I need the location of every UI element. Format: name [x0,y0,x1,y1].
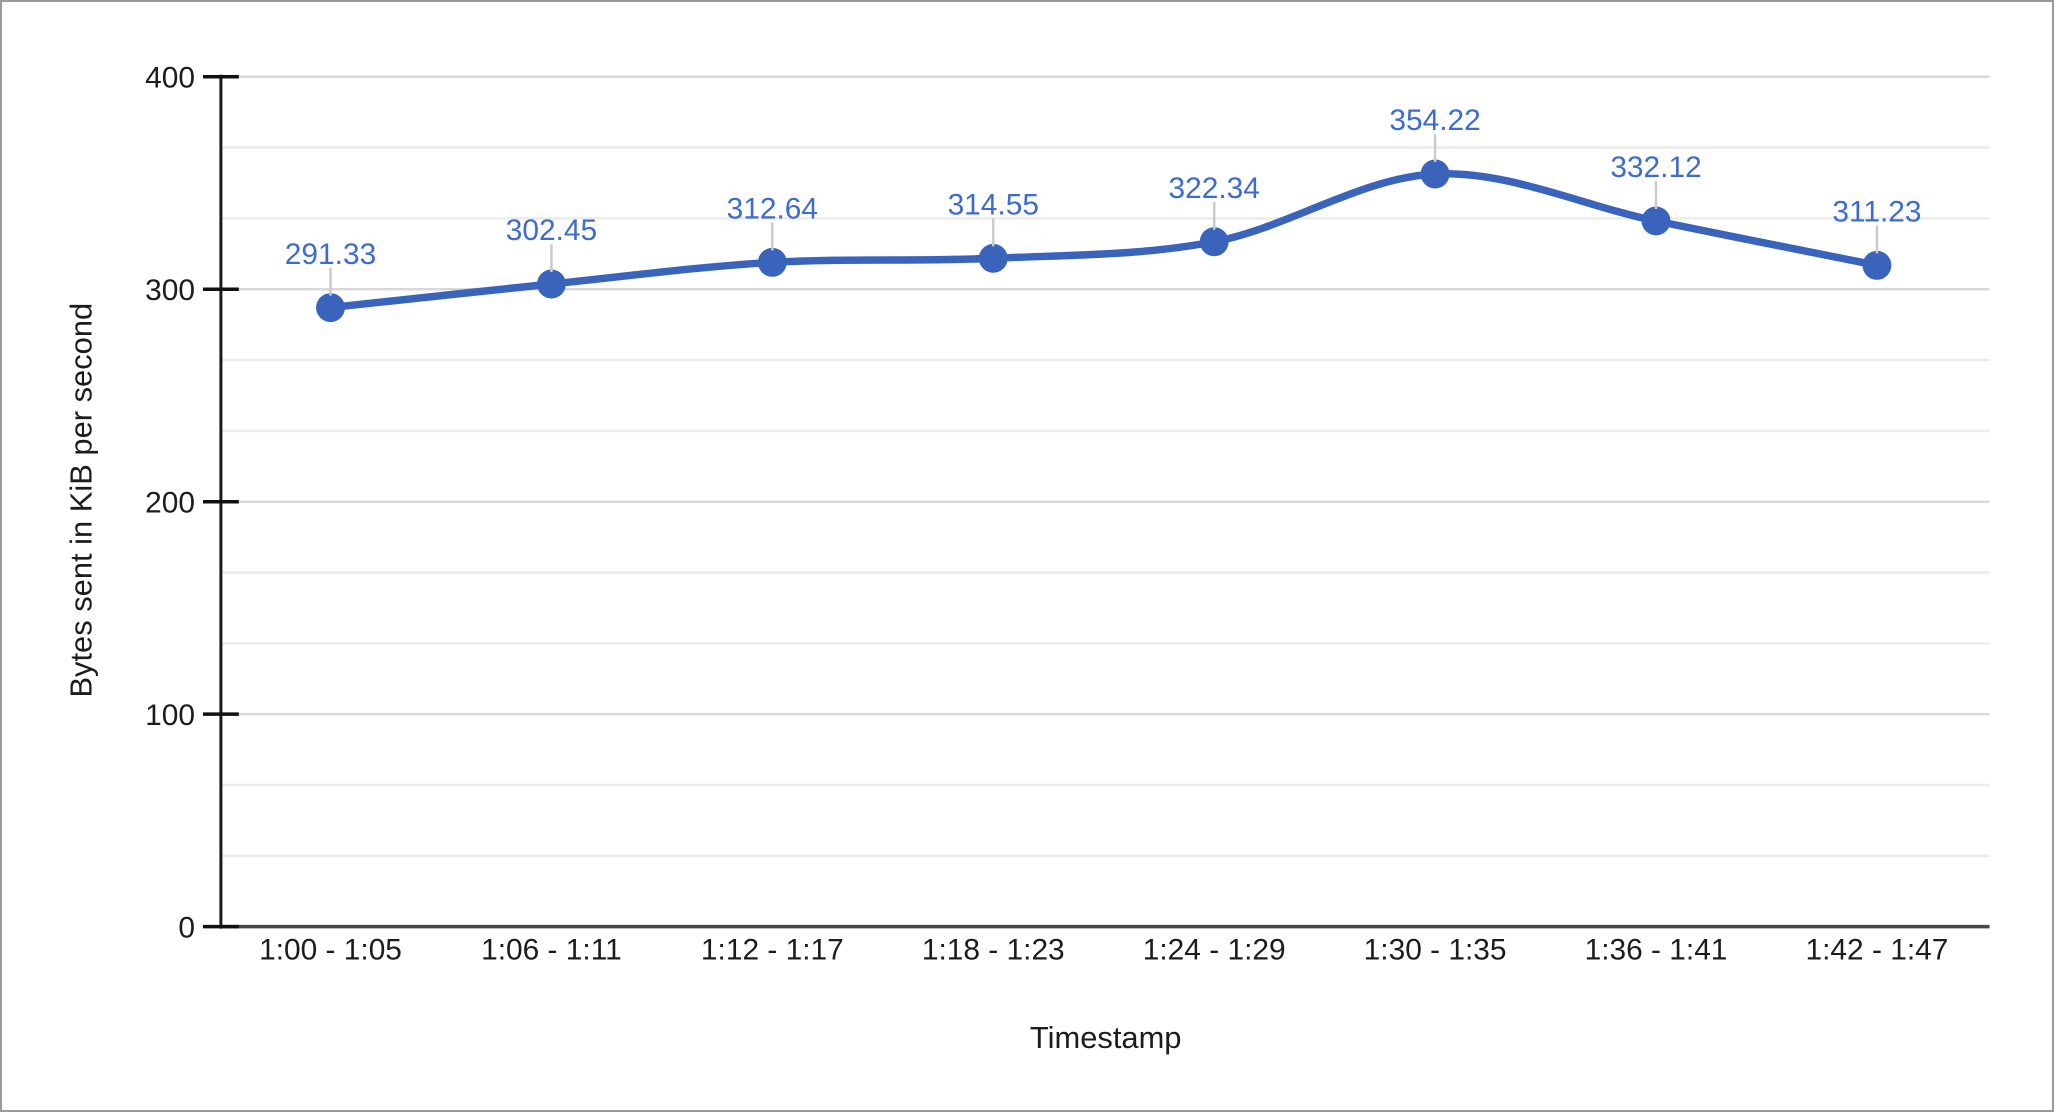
x-axis-title: Timestamp [1030,1020,1182,1055]
x-tick-label: 1:42 - 1:47 [1806,934,1949,967]
point-value-label: 312.64 [727,193,818,226]
data-point[interactable] [1199,227,1229,257]
series-line [326,170,1881,312]
y-tick-label: 100 [145,699,195,732]
series-group [316,159,1892,323]
y-tick-label: 200 [145,487,195,520]
point-value-label: 332.12 [1610,151,1701,184]
point-value-label: 322.34 [1168,172,1259,205]
x-tick-label: 1:12 - 1:17 [701,934,844,967]
y-tick-label: 400 [145,62,195,95]
data-point[interactable] [1641,206,1671,236]
x-tick-label: 1:00 - 1:05 [259,934,402,967]
x-tick-label: 1:30 - 1:35 [1364,934,1507,967]
y-tick-label: 0 [178,912,195,945]
tick-labels-group: 0 100 200 300 400 1:00 - 1:05 1:06 - 1:11 1:12 … [145,62,1948,967]
data-point[interactable] [536,269,566,299]
annotations-group: 291.33 302.45 312.64 314.55 322.34 354.22 332.… [285,104,1922,296]
data-point[interactable] [757,247,787,277]
x-tick-label: 1:18 - 1:23 [922,934,1065,967]
data-point[interactable] [1420,159,1450,189]
x-tick-label: 1:06 - 1:11 [481,934,622,967]
point-value-label: 311.23 [1832,196,1921,229]
x-tick-label: 1:24 - 1:29 [1143,934,1286,967]
y-axis-title: Bytes sent in KiB per second [63,303,98,698]
axes-group [202,74,1990,929]
y-tick-label: 300 [145,274,195,307]
point-value-label: 291.33 [285,238,376,271]
data-point[interactable] [978,243,1008,273]
point-value-label: 302.45 [506,214,597,247]
data-point[interactable] [316,293,345,323]
point-value-label: 314.55 [948,188,1039,221]
x-tick-label: 1:36 - 1:41 [1585,934,1728,967]
data-point[interactable] [1862,250,1892,280]
gridlines-group [220,75,1990,858]
point-value-label: 354.22 [1389,104,1480,137]
